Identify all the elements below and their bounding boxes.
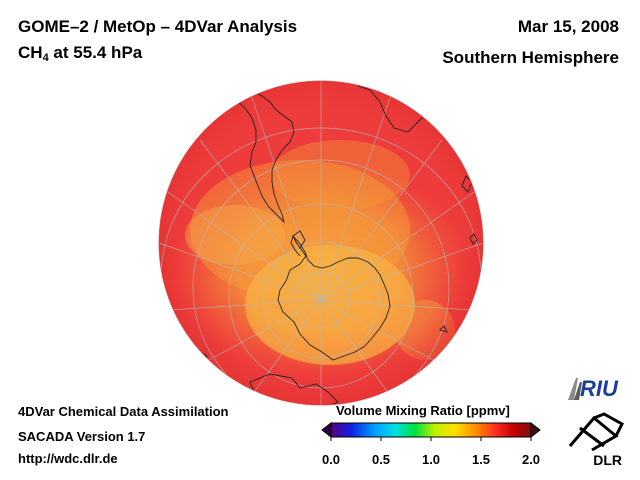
australia-coast (249, 373, 339, 405)
colorbar-tick: 1.5 (471, 452, 491, 467)
colorbar-title: Volume Mixing Ratio [ppmv] (336, 403, 510, 418)
species-subscript: 4 (42, 52, 49, 64)
colorbar-tick: 0.5 (371, 452, 391, 467)
colorbar-high-arrow (530, 421, 541, 439)
dlr-logo-icon (568, 412, 624, 452)
pressure-level: at 55.4 hPa (48, 43, 143, 62)
graticule (159, 81, 483, 405)
colorbar (321, 421, 541, 441)
antarctica-coast (277, 230, 391, 361)
map-title: GOME–2 / MetOp – 4DVar Analysis (18, 17, 298, 36)
colorbar-tick: 1.0 (421, 452, 441, 467)
map-region: Southern Hemisphere (442, 48, 619, 67)
globe-field (159, 81, 483, 405)
colorbar-tick: 0.0 (321, 452, 341, 467)
footer-url-link[interactable]: http://wdc.dlr.de (18, 451, 118, 466)
riu-logo: RIU (568, 376, 619, 401)
footer-assimilation: 4DVar Chemical Data Assimilation (18, 404, 229, 419)
antarctic-peninsula (290, 234, 301, 257)
colorbar-tick: 2.0 (521, 452, 541, 467)
map-date: Mar 15, 2008 (517, 17, 619, 36)
colorbar-gradient (330, 422, 532, 438)
species-name: CH (18, 43, 43, 62)
south-america-coast (209, 85, 295, 224)
dlr-logo-text: DLR (593, 452, 622, 468)
map-subtitle: CH4 at 55.4 hPa (18, 43, 142, 64)
footer-version: SACADA Version 1.7 (18, 429, 146, 444)
riu-logo-text: RIU (580, 376, 619, 401)
colorbar-low-arrow (321, 421, 332, 439)
